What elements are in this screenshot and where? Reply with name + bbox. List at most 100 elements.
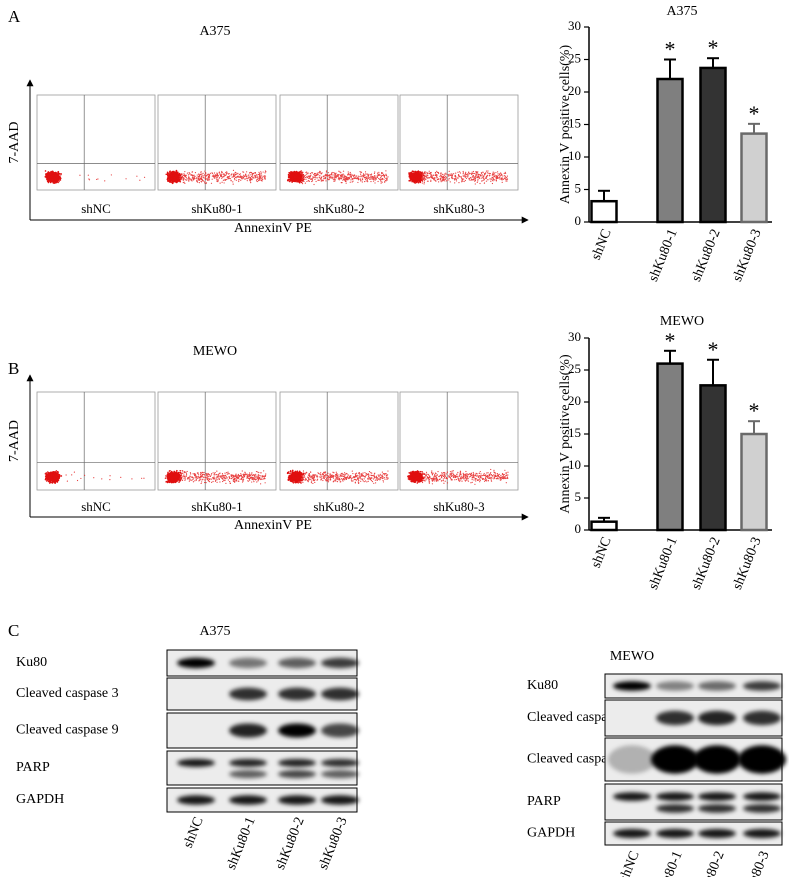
event-dot [484,182,485,183]
event-dot [221,182,222,183]
event-dot [321,180,322,181]
event-dot [221,172,222,173]
event-dot [194,178,195,179]
event-dot [318,180,319,181]
event-dot [365,173,366,174]
event-dot [380,177,381,178]
event-dot [246,175,247,176]
event-dot [206,182,207,183]
event-dot [346,179,347,180]
event-dot [383,179,384,180]
event-dot [109,475,110,476]
event-dot [264,172,265,173]
event-dot [385,170,386,171]
event-dot [235,177,236,178]
sample-label: shKu80-1 [191,201,242,216]
event-dot [321,173,322,174]
event-dot [433,175,434,176]
event-dot [477,171,478,172]
event-dot [505,176,506,177]
x-axis-label: AnnexinV PE [234,221,312,236]
event-dot [486,176,487,177]
event-dot [374,176,375,177]
event-dot [351,177,352,178]
event-dot [290,172,292,174]
event-dot [51,476,53,478]
event-dot [297,172,299,174]
panel-label: B [8,359,19,378]
event-dot [93,477,94,478]
event-dot [204,171,205,172]
event-dot [66,474,67,475]
event-dot [250,182,251,183]
event-dot [74,472,75,473]
event-dot [433,178,434,179]
event-dot [190,173,191,174]
event-dot [352,175,353,176]
event-dot [507,176,508,177]
event-dot [254,173,255,174]
event-dot [466,178,467,179]
event-dot [474,176,475,177]
event-dot [483,172,484,173]
event-dot [377,181,378,182]
event-dot [260,171,261,172]
event-dot [211,183,212,184]
event-dot [497,176,498,177]
event-dot [445,179,446,180]
event-dot [50,182,52,184]
event-dot [54,177,56,179]
event-dot [200,174,201,175]
event-dot [57,171,59,173]
event-dot [172,171,174,173]
event-dot [331,174,332,175]
event-dot [261,178,262,179]
event-dot [109,479,110,480]
event-dot [352,181,353,182]
event-dot [368,178,369,179]
panel-label: A [8,7,21,26]
event-dot [231,180,232,181]
event-dot [230,178,231,179]
event-dot [184,174,185,175]
event-dot [349,177,350,178]
event-dot [377,173,378,174]
event-dot [358,176,359,177]
event-dot [443,178,444,179]
event-dot [328,172,329,173]
event-dot [435,172,436,173]
event-dot [223,176,224,177]
event-dot [468,178,469,179]
event-dot [210,173,211,174]
event-dot [476,171,477,172]
event-dot [208,176,209,177]
event-dot [477,180,478,181]
event-dot [418,182,420,184]
event-dot [215,176,216,177]
event-dot [201,173,202,174]
sample-label: shKu80-2 [313,201,364,216]
event-dot [338,174,339,175]
event-dot [497,173,498,174]
event-dot [427,172,428,173]
event-dot [316,175,317,176]
event-dot [306,174,307,175]
event-dot [299,174,301,176]
event-dot [298,181,300,183]
event-dot [192,177,193,178]
event-dot [177,174,179,176]
event-dot [431,175,432,176]
event-dot [198,176,199,177]
event-dot [256,174,257,175]
event-dot [463,178,464,179]
event-dot [310,175,311,176]
event-dot [170,175,172,177]
event-dot [449,174,450,175]
event-dot [224,175,225,176]
event-dot [240,173,241,174]
event-dot [350,173,351,174]
event-dot [184,171,185,172]
event-dot [201,175,202,176]
event-dot [247,178,248,179]
event-dot [172,182,174,184]
